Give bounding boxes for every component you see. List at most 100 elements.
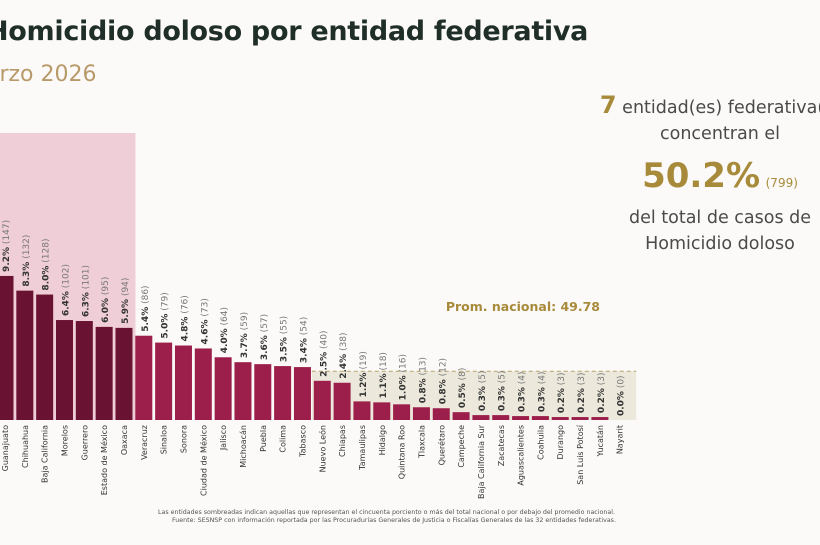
value-label: 1.0% (16): [399, 354, 409, 400]
category-label: Puebla: [259, 425, 268, 452]
bar-18: [353, 401, 371, 420]
value-label: 0.2% (3): [597, 372, 607, 413]
value-label: 4.8% (76): [180, 295, 190, 341]
value-label: 5.4% (86): [141, 285, 151, 331]
category-label: Zacatecas: [497, 425, 506, 466]
category-label: Nayarit: [616, 425, 625, 454]
category-label: Tabasco: [298, 425, 307, 458]
bar-12: [234, 362, 252, 420]
value-label: 6.0% (95): [101, 277, 111, 323]
bar-26: [512, 416, 530, 420]
summary-line4: Homicidio doloso: [645, 234, 795, 254]
value-label: 5.0% (79): [161, 292, 171, 338]
value-label: 3.7% (59): [240, 312, 250, 358]
bar-23: [452, 412, 470, 420]
footnote-note: Las entidades sombreadas indican aquella…: [158, 509, 615, 516]
category-label: Colima: [279, 425, 288, 453]
value-label: 6.3% (101): [81, 265, 91, 317]
value-label: 1.2% (19): [359, 351, 369, 397]
summary-line1: entidad(es) federativa(s): [622, 98, 820, 118]
page-title: Homicidio doloso por entidad federativa: [0, 16, 589, 47]
category-label: Querétaro: [436, 425, 446, 465]
bar-14: [274, 366, 292, 420]
bar-6: [115, 327, 133, 420]
page-subtitle: Marzo 2026: [0, 62, 97, 87]
bar-11: [214, 357, 232, 420]
bar-8: [155, 342, 173, 420]
category-label: Baja California: [41, 425, 50, 483]
category-label: Veracruz: [140, 425, 149, 460]
bar-10: [194, 348, 212, 420]
value-label: 4.0% (64): [220, 307, 230, 353]
value-label: 9.2% (147): [2, 220, 12, 272]
category-label: Ciudad de México: [198, 425, 208, 496]
bar-27: [531, 416, 549, 420]
summary-line2: concentran el: [660, 124, 780, 144]
value-label: 2.4% (38): [339, 332, 349, 378]
category-label: Coahuila: [536, 425, 545, 460]
value-label: 4.6% (73): [200, 298, 210, 344]
category-label: Michoacán: [239, 425, 248, 468]
value-label: 0.2% (3): [557, 372, 567, 413]
bar-1: [16, 290, 34, 420]
summary-cases: (799): [765, 176, 798, 190]
bar-7: [135, 335, 153, 420]
bar-20: [393, 404, 411, 420]
category-label: Tamaulipas: [358, 425, 367, 471]
category-label: Estado de México: [99, 425, 109, 495]
category-label: Durango: [556, 425, 565, 460]
value-label: 0.3% (4): [518, 372, 528, 413]
category-label: Oaxaca: [120, 425, 129, 455]
category-label: Guerrero: [80, 425, 89, 460]
bar-5: [95, 326, 113, 420]
category-label: Chihuahua: [21, 425, 30, 468]
category-label: Morelos: [60, 425, 69, 456]
category-label: Guanajuato: [1, 425, 10, 471]
category-label: Tlaxcala: [417, 425, 426, 459]
value-label: 0.5% (8): [458, 368, 468, 409]
value-label: 0.3% (5): [498, 371, 508, 412]
bar-19: [373, 402, 391, 420]
bar-22: [432, 408, 450, 420]
category-label: Quintana Roo: [398, 425, 407, 479]
bar-17: [333, 382, 351, 420]
category-label: Sonora: [179, 425, 188, 453]
value-label: 6.4% (102): [61, 264, 71, 316]
value-label: 1.1% (18): [379, 352, 389, 398]
bar-21: [412, 407, 430, 420]
bar-16: [313, 380, 331, 420]
category-label: Baja California Sur: [477, 424, 486, 499]
footnote-source: Fuente: SESNSP con información reportada…: [172, 517, 616, 524]
bar-9: [174, 345, 192, 420]
value-label: 2.5% (40): [319, 330, 329, 376]
category-label: Aguascalientes: [517, 425, 526, 486]
value-label: 8.0% (128): [42, 239, 52, 291]
average-label: Prom. nacional: 49.78: [446, 299, 600, 314]
category-label: Nuevo León: [317, 425, 327, 472]
summary-line3: del total de casos de: [628, 208, 812, 228]
value-label: 3.4% (54): [299, 317, 309, 363]
bar-24: [472, 415, 490, 420]
value-label: 0.8% (12): [438, 358, 448, 404]
bar-28: [551, 417, 569, 420]
category-label: Chiapas: [338, 425, 347, 457]
category-label: San Luis Potosí: [576, 424, 585, 485]
bar-29: [571, 417, 589, 420]
category-label: Yucatán: [596, 425, 605, 457]
value-label: 0.8% (13): [418, 357, 428, 403]
category-label: Sinaloa: [160, 425, 169, 454]
value-label: 0.0% (0): [617, 375, 627, 416]
value-label: 0.3% (4): [537, 372, 547, 413]
bar-2: [36, 294, 54, 420]
value-label: 3.6% (57): [260, 314, 270, 360]
summary-percent: 50.2%: [642, 156, 761, 196]
bar-15: [293, 367, 311, 420]
bar-0: [0, 275, 14, 420]
bar-13: [254, 364, 272, 420]
bar-30: [591, 417, 609, 420]
summary-panel: 7 entidad(es) federativa(s) concentran e…: [590, 92, 820, 257]
category-label: Jalisco: [219, 425, 228, 451]
category-label: Hidalgo: [378, 425, 387, 456]
value-label: 8.3% (132): [22, 235, 32, 287]
